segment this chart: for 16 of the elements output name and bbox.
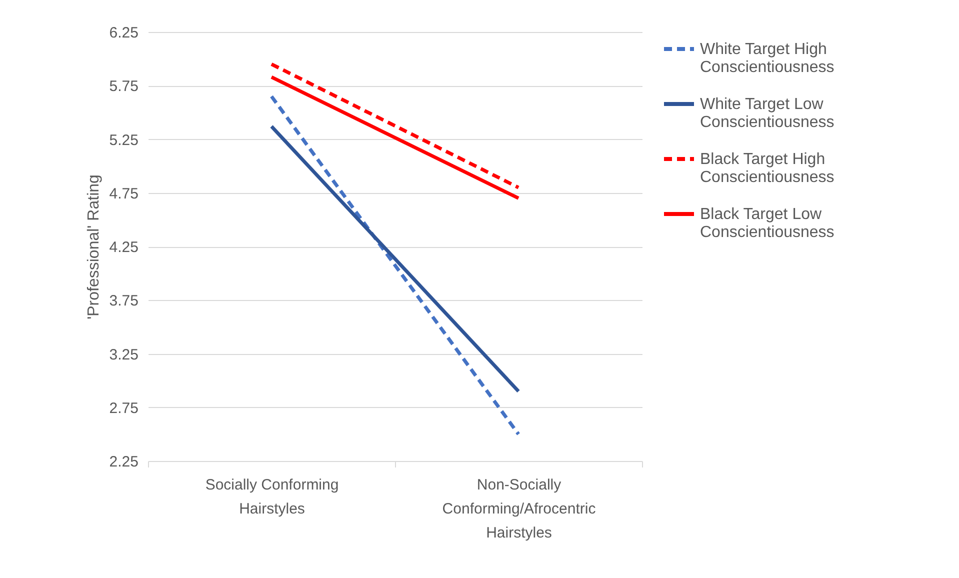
y-tick-label: 5.25 (109, 132, 138, 149)
legend-label: Black Target High Conscientiousness (700, 151, 834, 186)
y-tick-label: 2.25 (109, 454, 138, 470)
legend-label: Black Target Low Conscientiousness (700, 206, 834, 241)
x-tick-label: Non-Socially Conforming/Afrocentric Hairstyles (442, 476, 596, 542)
legend-label: White Target High Conscientiousness (700, 41, 834, 76)
y-tick-label: 3.75 (109, 292, 138, 310)
y-tick-label: 5.75 (109, 78, 138, 96)
y-tick-label: 4.25 (109, 239, 138, 256)
y-tick-label: 2.75 (109, 400, 138, 417)
y-tick-label: 3.25 (109, 346, 138, 364)
x-tick-label: Socially Conforming Hairstyles (205, 476, 339, 518)
y-tick-label: 6.25 (109, 24, 138, 42)
y-axis-title: 'Professional' Rating (85, 174, 102, 320)
legend-label: White Target Low Conscientiousness (700, 96, 834, 131)
y-tick-label: 4.75 (109, 185, 138, 202)
